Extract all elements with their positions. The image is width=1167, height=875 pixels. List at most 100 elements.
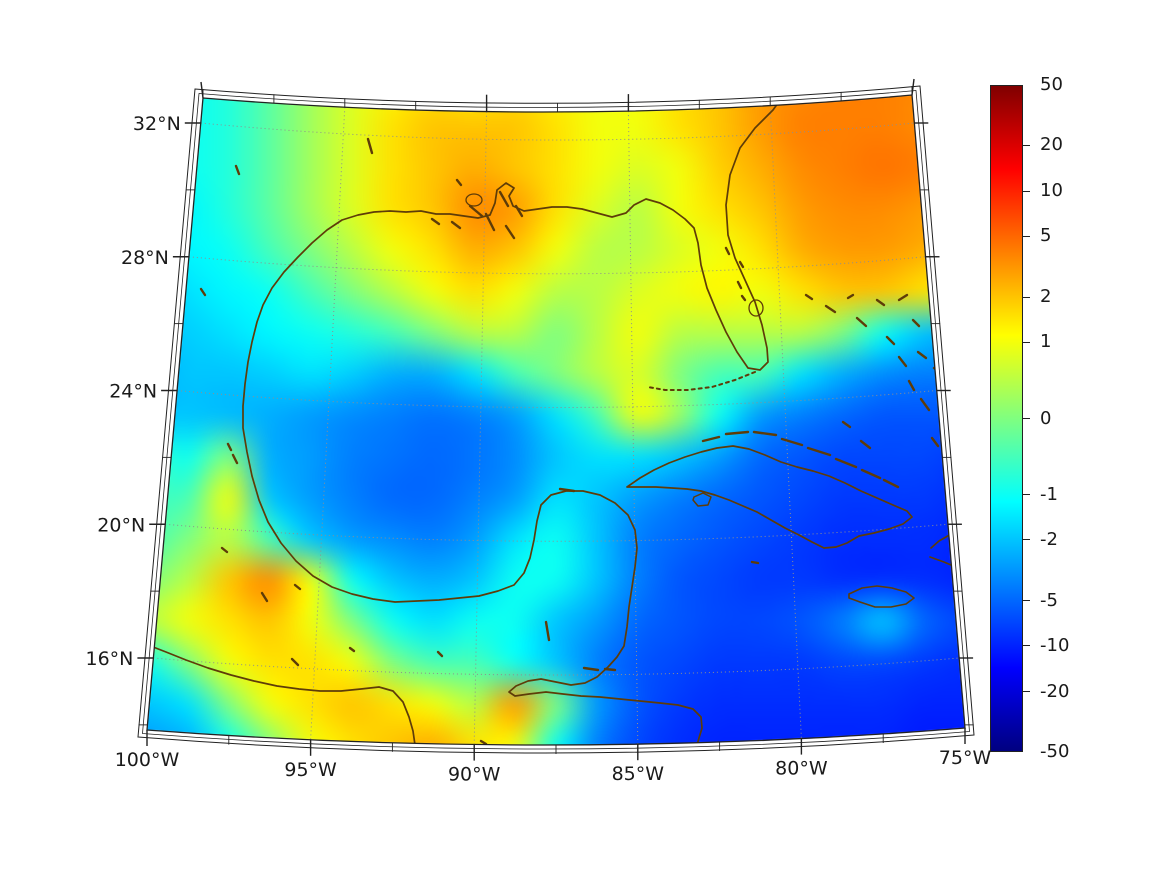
map-border-mid [142, 90, 970, 750]
lon-tick-label: 95°W [284, 759, 337, 781]
coastline-pacific [147, 644, 416, 746]
islet-speck [736, 280, 743, 290]
map-border-outer [137, 85, 975, 754]
islet-speck [841, 420, 852, 429]
islet-speck [804, 293, 814, 301]
islet-speck [479, 739, 488, 746]
parallel-line [153, 657, 960, 676]
islet-speck [855, 316, 868, 328]
lat-tick-label: 20°N [97, 514, 145, 536]
islet-speck [348, 646, 356, 653]
meridian-line [769, 105, 802, 739]
lon-tick-label: 75°W [939, 747, 992, 769]
parallel-line [165, 523, 948, 542]
islet-speck [907, 379, 916, 392]
lon-tick-label: 90°W [448, 764, 501, 786]
parallel-line [177, 390, 937, 408]
corner-tick-topright [911, 78, 915, 96]
islet-speck [366, 137, 374, 155]
islet-speck [824, 304, 837, 314]
lat-tick-label: 32°N [133, 113, 181, 135]
colorbar [990, 85, 1023, 752]
islet-speck [582, 666, 600, 672]
islet-speck [806, 446, 832, 457]
map-frame [137, 85, 975, 754]
colorbar-tick [1023, 645, 1030, 647]
coastline-mainland [242, 95, 784, 746]
islet-speck [919, 397, 931, 412]
islet-speck [860, 468, 882, 480]
islet-speck [290, 657, 300, 667]
colorbar-tick-label: 2 [1040, 286, 1052, 308]
colorbar-tick-label: -10 [1040, 634, 1070, 656]
islet-speck [455, 178, 463, 187]
islet-speck [882, 478, 900, 489]
islet-speck [436, 650, 444, 658]
islet-speck [544, 620, 551, 642]
islet-speck [897, 293, 909, 302]
colorbar-tick [1023, 539, 1030, 541]
islet-speck [752, 430, 778, 437]
lat-tick-label: 24°N [109, 381, 157, 403]
islet-speck [231, 453, 239, 465]
islet-speck [916, 350, 928, 360]
colorbar-tick [1023, 600, 1030, 602]
corner-tick-topleft [200, 81, 204, 99]
meridian-line [310, 107, 346, 740]
lat-tick-label: 28°N [121, 247, 169, 269]
islet-speck [897, 355, 908, 368]
island-jamaica [848, 585, 915, 608]
parallel-line [200, 122, 915, 141]
colorbar-gradient [991, 86, 1022, 751]
islet-speck [199, 287, 207, 297]
islet-speck [450, 220, 462, 230]
islet-speck [603, 667, 617, 672]
colorbar-tick-label: 10 [1040, 180, 1063, 202]
heatmap-canvas [147, 85, 965, 745]
map-border-inner [146, 94, 966, 746]
colorbar-tick-label: 50 [1040, 74, 1063, 95]
colorbar-tick [1023, 235, 1030, 237]
lon-tick-label: 100°W [115, 749, 180, 771]
islet-speck [234, 164, 241, 176]
colorbar-tick [1023, 494, 1030, 496]
colorbar-tick [1023, 296, 1030, 298]
coastline-hispaniola-south [929, 556, 965, 574]
axis-ticks [137, 78, 974, 761]
islet-speck [724, 246, 731, 256]
islet-speck [504, 224, 516, 240]
colorbar-tick [1023, 691, 1030, 693]
islet-speck [468, 204, 484, 218]
colorbar-tick [1023, 144, 1030, 146]
colorbar-tick [1023, 341, 1030, 343]
colorbar-tick-label: -1 [1040, 483, 1058, 505]
colorbar-tick [1023, 418, 1030, 419]
parallel-line [188, 256, 926, 275]
lon-tick-label: 80°W [775, 758, 828, 780]
islet-speck [930, 436, 940, 448]
lat-tick-label: 16°N [86, 648, 134, 670]
islet-speck [484, 212, 496, 232]
islet-speck [834, 457, 858, 469]
islet-speck [859, 439, 872, 450]
islet-speck [514, 204, 524, 218]
islet-speck [780, 437, 804, 447]
colorbar-tick-label: 0 [1040, 407, 1052, 429]
islet-speck [911, 318, 921, 328]
lake-pontchartrain [465, 193, 483, 207]
islet-speck [942, 458, 951, 470]
colorbar-tick-label: -50 [1040, 741, 1070, 762]
islet-speck [226, 442, 233, 452]
meridian-line [473, 111, 488, 745]
island-chain-florida-keys [647, 371, 756, 391]
islet-speck [293, 583, 302, 591]
lake-okeechobee [748, 299, 764, 317]
lon-tick-label: 85°W [612, 763, 665, 785]
islet-speck [701, 435, 721, 443]
axis-labels: 32°N 28°N 24°N 20°N 16°N 100°W 95°W 90°W 85°W 80°… [86, 113, 992, 786]
coastlines [147, 95, 965, 746]
islet-speck [498, 190, 510, 208]
islet-speck [430, 217, 441, 226]
